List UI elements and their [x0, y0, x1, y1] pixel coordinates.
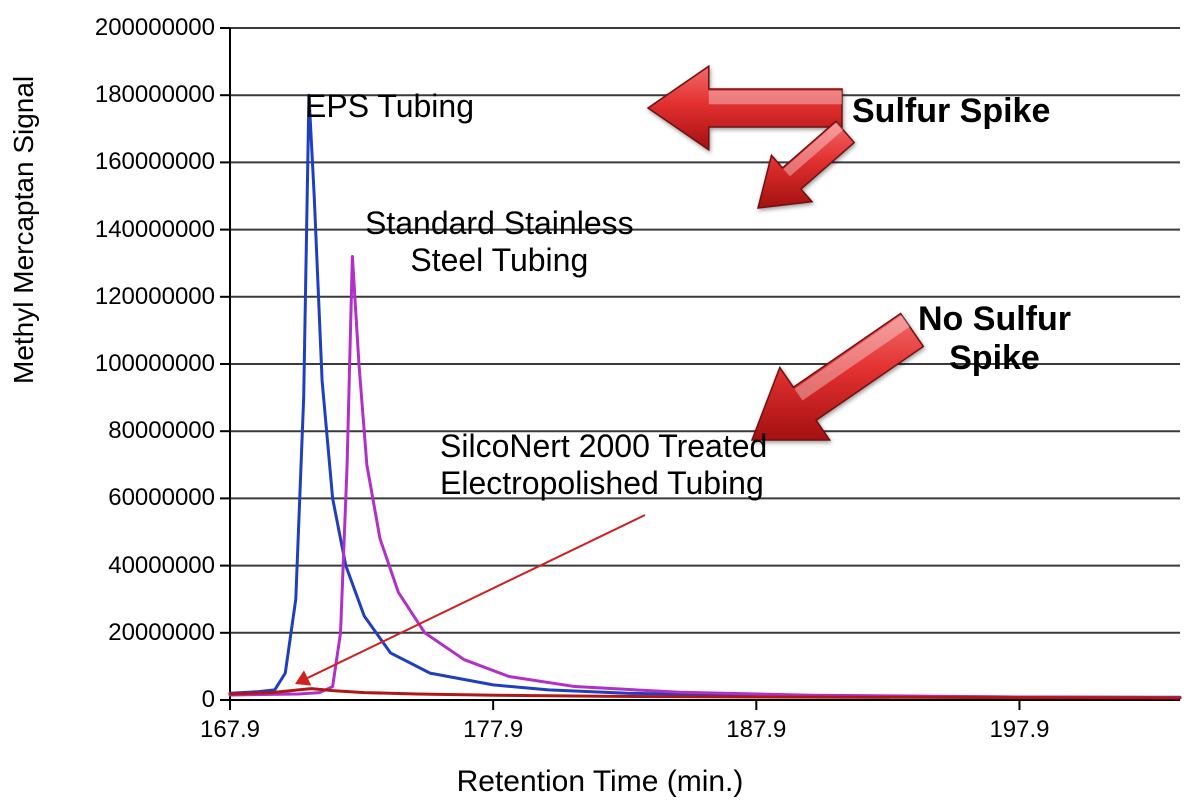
x-tick-label: 187.9: [726, 716, 786, 744]
annotation-silconert-line1: SilcoNert 2000 Treated: [440, 428, 767, 465]
y-tick-label: 120000000: [65, 283, 215, 311]
chart-container: Methyl Mercaptan Signal Retention Time (…: [0, 0, 1200, 807]
annotation-sulfur-spike: Sulfur Spike: [852, 92, 1050, 131]
annotation-silconert-line2: Electropolished Tubing: [440, 465, 767, 502]
y-tick-label: 60000000: [65, 484, 215, 512]
annotation-eps-tubing: EPS Tubing: [305, 88, 474, 125]
y-tick-label: 160000000: [65, 148, 215, 176]
annotation-no-sulfur-line2: Spike: [918, 339, 1071, 378]
y-tick-label: 100000000: [65, 350, 215, 378]
y-axis-label: Methyl Mercaptan Signal: [8, 76, 40, 384]
annotation-stainless-line2: Steel Tubing: [365, 242, 634, 279]
y-tick-label: 20000000: [65, 619, 215, 647]
x-axis-label: Retention Time (min.): [0, 765, 1200, 799]
annotation-silconert: SilcoNert 2000 Treated Electropolished T…: [440, 428, 767, 502]
x-tick-label: 177.9: [463, 716, 523, 744]
y-tick-label: 0: [65, 686, 215, 714]
y-tick-label: 140000000: [65, 216, 215, 244]
y-tick-label: 200000000: [65, 14, 215, 42]
x-tick-label: 197.9: [989, 716, 1049, 744]
y-tick-label: 40000000: [65, 552, 215, 580]
annotation-no-sulfur-spike: No Sulfur Spike: [918, 300, 1071, 378]
annotation-stainless-line1: Standard Stainless: [365, 205, 634, 242]
x-tick-label: 167.9: [200, 716, 260, 744]
y-tick-label: 180000000: [65, 81, 215, 109]
annotation-stainless-steel: Standard Stainless Steel Tubing: [365, 205, 634, 279]
y-tick-label: 80000000: [65, 417, 215, 445]
annotation-no-sulfur-line1: No Sulfur: [918, 300, 1071, 339]
